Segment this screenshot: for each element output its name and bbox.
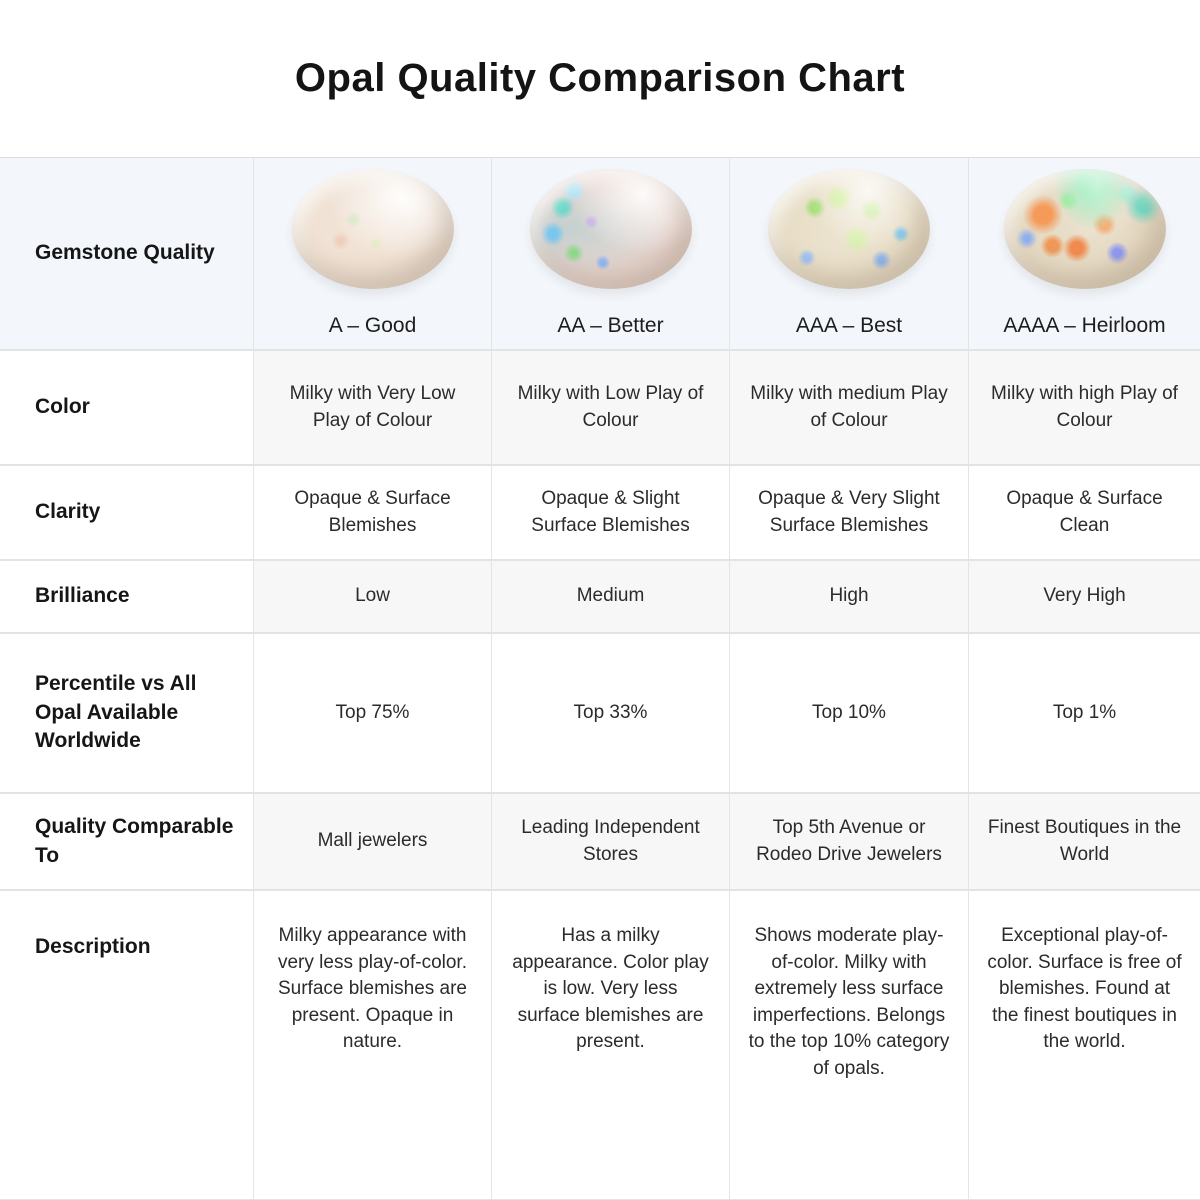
opal-image-aaa-best	[768, 168, 930, 289]
cell-percentile-aa: Top 33%	[492, 634, 730, 794]
cell-comparable-aa: Leading Independent Stores	[492, 794, 730, 891]
cell-description-aa: Has a milky appearance. Color play is lo…	[492, 891, 730, 1200]
grade-label: AA – Better	[557, 313, 664, 337]
cell-description-a: Milky appearance with very less play-of-…	[254, 891, 492, 1200]
grade-label: AAA – Best	[795, 313, 903, 337]
opal-image-aa-better	[529, 168, 692, 289]
row-label-percentile: Percentile vs All Opal Available Worldwi…	[0, 634, 254, 794]
cell-description-aaaa: Exceptional play-of-color. Surface is fr…	[969, 891, 1200, 1200]
cell-brilliance-aaaa: Very High	[969, 561, 1200, 634]
cell-color-aaaa: Milky with high Play of Colour	[969, 351, 1200, 466]
cell-comparable-aaaa: Finest Boutiques in the World	[969, 794, 1200, 891]
row-label-brilliance: Brilliance	[0, 561, 254, 634]
page-title: Opal Quality Comparison Chart	[294, 56, 906, 100]
cell-brilliance-aaa: High	[730, 561, 969, 634]
cell-color-aa: Milky with Low Play of Colour	[492, 351, 730, 466]
corner-cell-gemstone-quality: Gemstone Quality	[0, 158, 254, 351]
title-bar: Opal Quality Comparison Chart	[0, 0, 1200, 157]
cell-brilliance-a: Low	[254, 561, 492, 634]
cell-color-aaa: Milky with medium Play of Colour	[730, 351, 969, 466]
cell-clarity-aa: Opaque & Slight Surface Blemishes	[492, 466, 730, 561]
row-label-quality-comparable-to: Quality Comparable To	[0, 794, 254, 891]
cell-percentile-a: Top 75%	[254, 634, 492, 794]
cell-brilliance-aa: Medium	[492, 561, 730, 634]
cell-comparable-a: Mall jewelers	[254, 794, 492, 891]
grade-label: AAAA – Heirloom	[1003, 313, 1166, 337]
cell-description-aaa: Shows moderate play-of-color. Milky with…	[730, 891, 969, 1200]
row-label-clarity: Clarity	[0, 466, 254, 561]
opal-image-aaaa-heirloom	[1003, 168, 1166, 289]
opal-comparison-table: Gemstone Quality A – Good AA – Better AA…	[0, 157, 1200, 1200]
grade-cell-a-good: A – Good	[254, 158, 492, 351]
cell-comparable-aaa: Top 5th Avenue or Rodeo Drive Jewelers	[730, 794, 969, 891]
cell-clarity-aaa: Opaque & Very Slight Surface Blemishes	[730, 466, 969, 561]
row-label-color: Color	[0, 351, 254, 466]
cell-percentile-aaa: Top 10%	[730, 634, 969, 794]
opal-image-a-good	[291, 168, 454, 289]
grade-cell-aaa-best: AAA – Best	[730, 158, 969, 351]
cell-clarity-a: Opaque & Surface Blemishes	[254, 466, 492, 561]
grade-cell-aa-better: AA – Better	[492, 158, 730, 351]
cell-clarity-aaaa: Opaque & Surface Clean	[969, 466, 1200, 561]
grade-label: A – Good	[328, 313, 417, 337]
cell-percentile-aaaa: Top 1%	[969, 634, 1200, 794]
grade-cell-aaaa-heirloom: AAAA – Heirloom	[969, 158, 1200, 351]
row-label-description: Description	[0, 891, 254, 1200]
cell-color-a: Milky with Very Low Play of Colour	[254, 351, 492, 466]
